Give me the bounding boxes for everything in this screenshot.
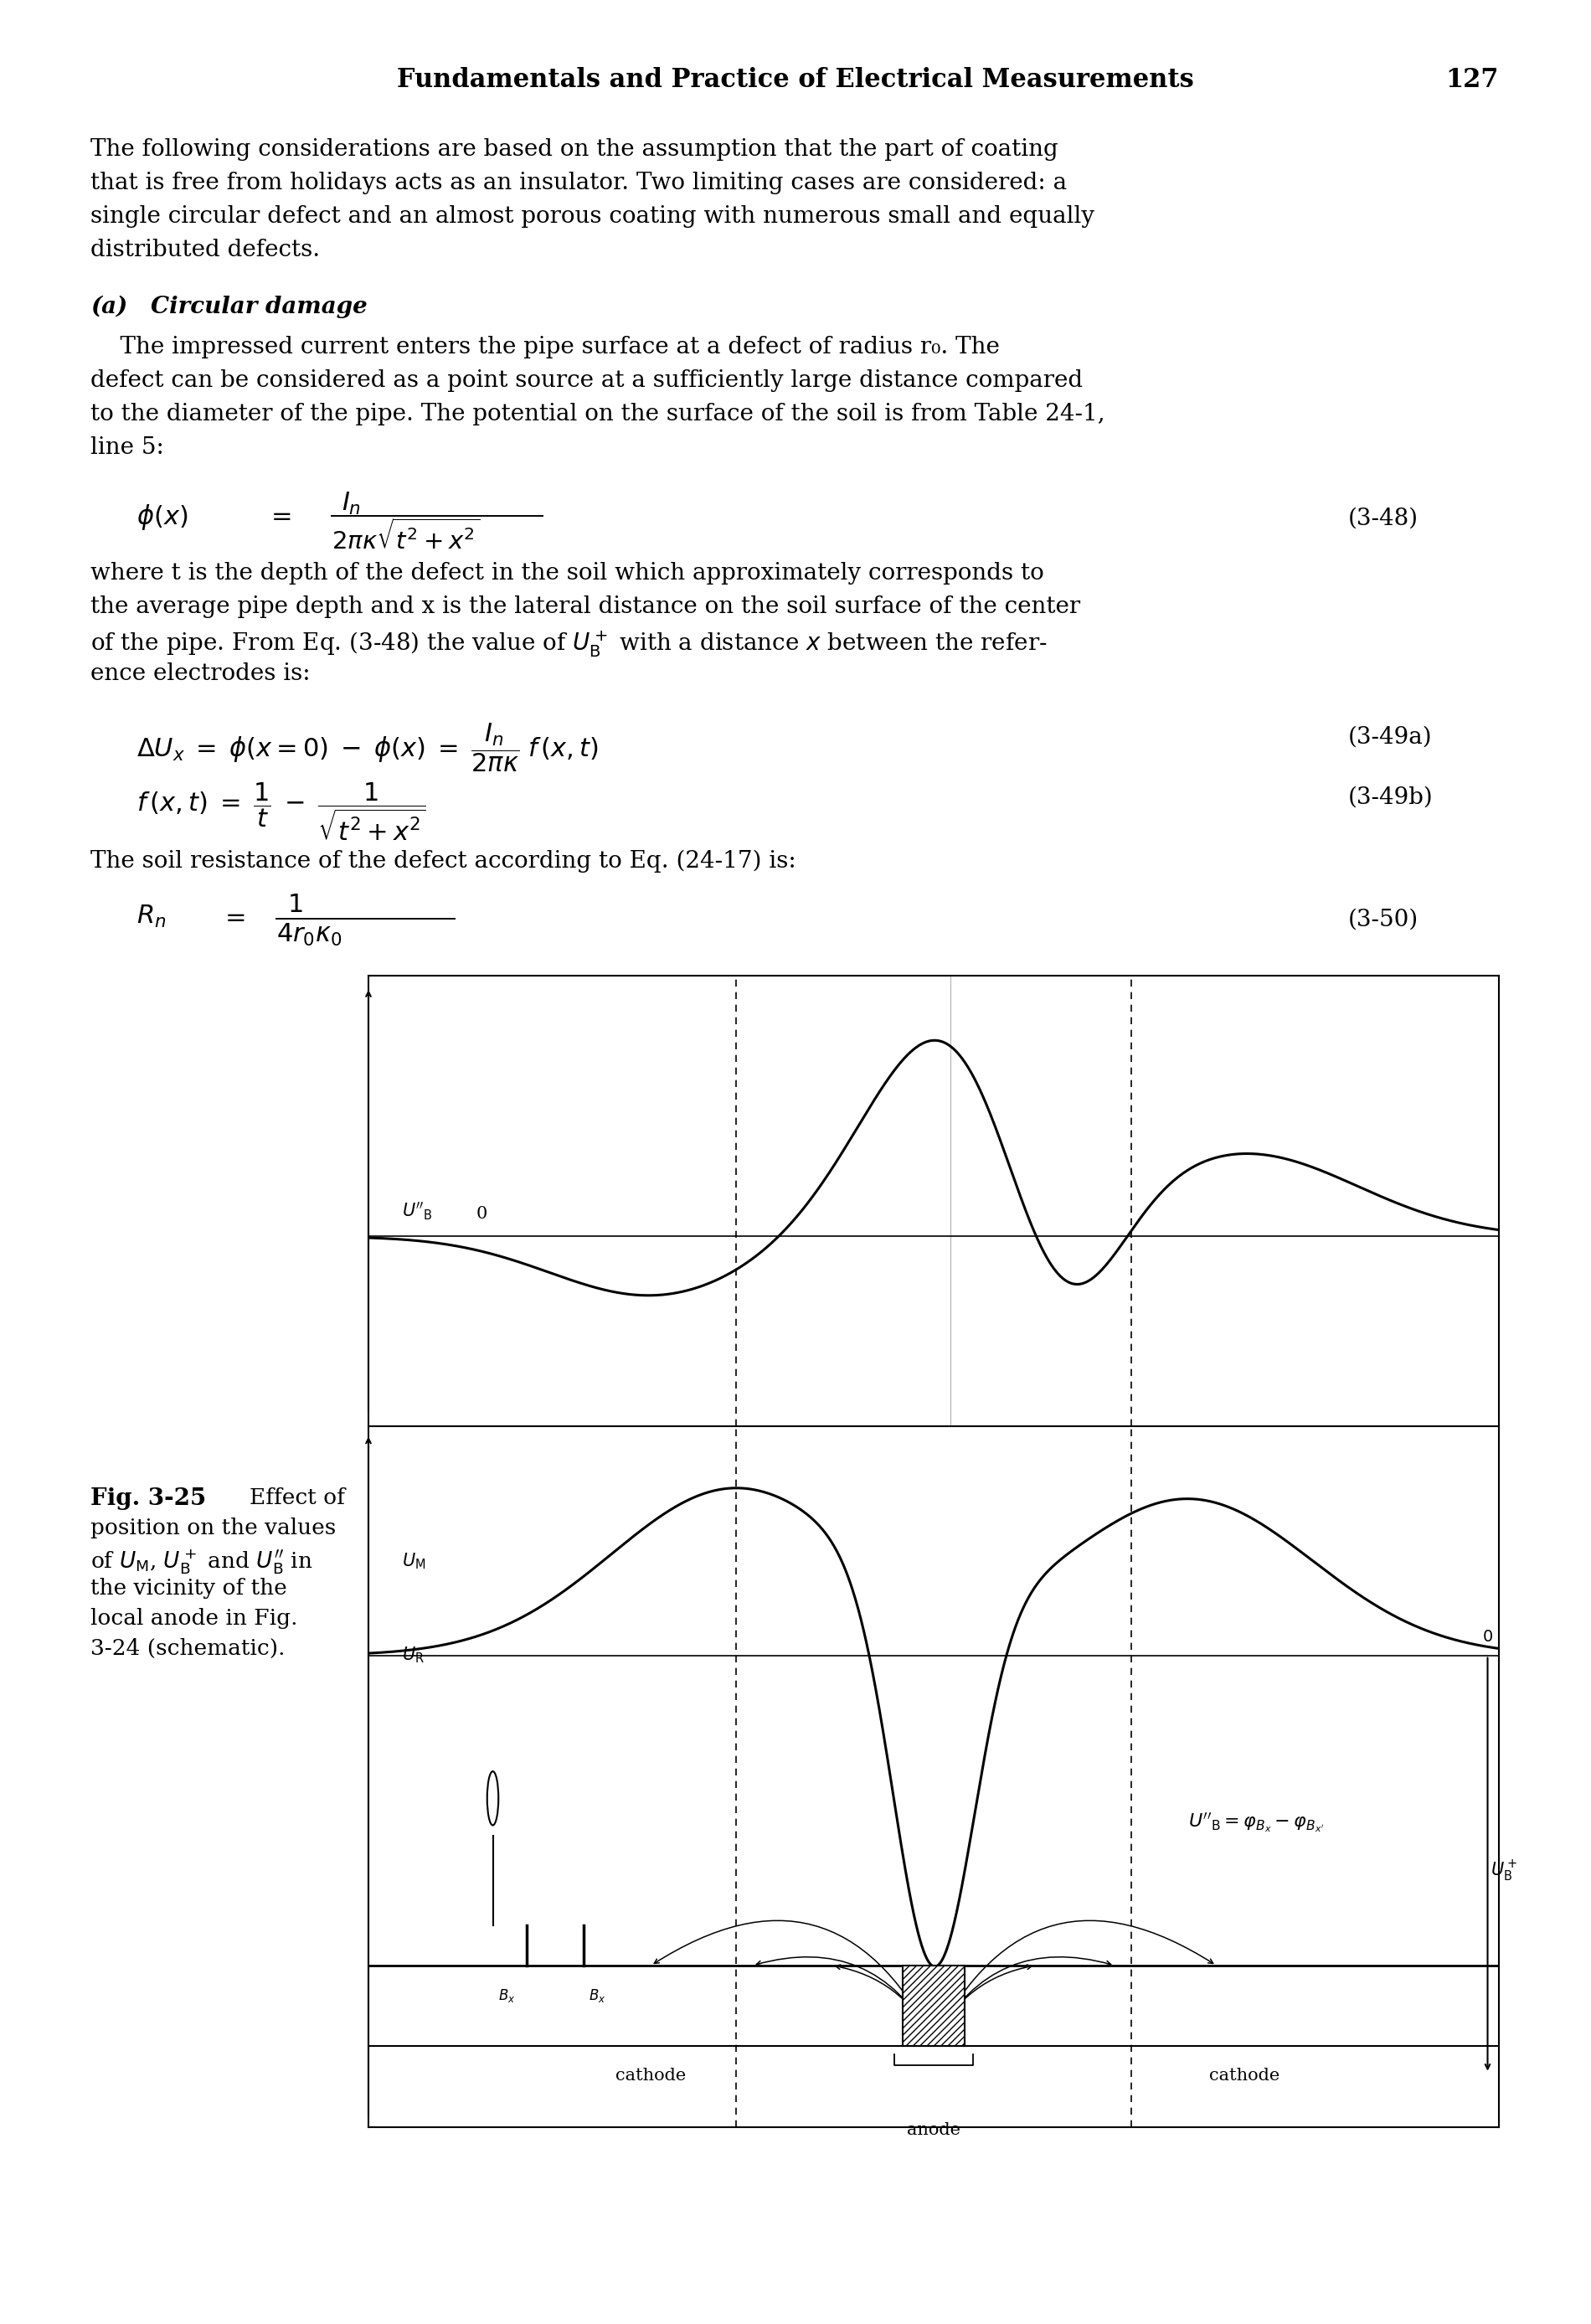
Text: $U_\mathrm{B}^+$: $U_\mathrm{B}^+$ <box>1491 1859 1518 1882</box>
Text: $f\,(x,t) \;=\; \dfrac{1}{t} \;-\; \dfrac{1}{\sqrt{t^2+x^2}}$: $f\,(x,t) \;=\; \dfrac{1}{t} \;-\; \dfra… <box>137 781 426 844</box>
Text: cathode: cathode <box>616 2068 686 2085</box>
Text: where t is the depth of the defect in the soil which approximately corresponds t: where t is the depth of the defect in th… <box>91 562 1044 586</box>
Text: $I_n$: $I_n$ <box>342 490 361 516</box>
Text: of the pipe. From Eq. (3-48) the value of $U_\mathrm{B}^+$ with a distance $x$ b: of the pipe. From Eq. (3-48) the value o… <box>91 630 1047 660</box>
Text: 0: 0 <box>476 1206 487 1222</box>
Text: $U''_\mathrm{B}=\varphi_{B_x}-\varphi_{B_{x'}}$: $U''_\mathrm{B}=\varphi_{B_x}-\varphi_{B… <box>1188 1810 1324 1834</box>
Text: (a): (a) <box>91 295 127 318</box>
Text: Fig. 3-25: Fig. 3-25 <box>91 1487 207 1511</box>
Text: local anode in Fig.: local anode in Fig. <box>91 1608 298 1629</box>
Text: (3-48): (3-48) <box>1348 507 1419 530</box>
Text: line 5:: line 5: <box>91 437 164 458</box>
Text: the vicinity of the: the vicinity of the <box>91 1578 286 1599</box>
Text: $B_x$: $B_x$ <box>498 1987 515 2003</box>
Text: $B_x$: $B_x$ <box>589 1987 606 2003</box>
Text: $\phi(x)$: $\phi(x)$ <box>137 502 188 532</box>
Text: $4r_0\kappa_0$: $4r_0\kappa_0$ <box>277 923 342 948</box>
Text: $U_\mathrm{M}$: $U_\mathrm{M}$ <box>403 1550 426 1571</box>
Text: the average pipe depth and x is the lateral distance on the soil surface of the : the average pipe depth and x is the late… <box>91 595 1080 618</box>
Text: Effect of: Effect of <box>250 1487 345 1508</box>
Text: (3-50): (3-50) <box>1348 909 1419 932</box>
Bar <box>902 1966 964 2047</box>
Text: Circular damage: Circular damage <box>151 295 368 318</box>
Text: $U''_\mathrm{B}$: $U''_\mathrm{B}$ <box>403 1202 433 1222</box>
Text: $U_\mathrm{R}$: $U_\mathrm{R}$ <box>403 1645 425 1666</box>
Text: 3-24 (schematic).: 3-24 (schematic). <box>91 1638 285 1659</box>
Text: 127: 127 <box>1446 67 1499 93</box>
Text: $=$: $=$ <box>220 904 245 930</box>
Text: The soil resistance of the defect according to Eq. (24-17) is:: The soil resistance of the defect accord… <box>91 851 796 874</box>
Text: (3-49a): (3-49a) <box>1348 725 1432 748</box>
Text: $1$: $1$ <box>288 892 302 918</box>
Text: ence electrodes is:: ence electrodes is: <box>91 662 310 686</box>
Text: of $U_\mathrm{M}$, $U_\mathrm{B}^+$ and $U_\mathrm{B}''$ in: of $U_\mathrm{M}$, $U_\mathrm{B}^+$ and … <box>91 1548 313 1576</box>
Text: anode: anode <box>907 2122 961 2138</box>
Text: $0$: $0$ <box>1481 1629 1492 1645</box>
Text: Fundamentals and Practice of Electrical Measurements: Fundamentals and Practice of Electrical … <box>398 67 1193 93</box>
Text: single circular defect and an almost porous coating with numerous small and equa: single circular defect and an almost por… <box>91 205 1095 228</box>
Text: distributed defects.: distributed defects. <box>91 239 320 260</box>
Text: $2\pi\kappa\sqrt{t^2+x^2}$: $2\pi\kappa\sqrt{t^2+x^2}$ <box>331 518 480 553</box>
Text: $=$: $=$ <box>266 502 291 528</box>
Text: The following considerations are based on the assumption that the part of coatin: The following considerations are based o… <box>91 137 1058 160</box>
Text: cathode: cathode <box>1209 2068 1279 2085</box>
Text: The impressed current enters the pipe surface at a defect of radius r₀. The: The impressed current enters the pipe su… <box>91 337 999 358</box>
Text: that is free from holidays acts as an insulator. Two limiting cases are consider: that is free from holidays acts as an in… <box>91 172 1068 195</box>
Text: position on the values: position on the values <box>91 1518 336 1538</box>
Text: $\Delta U_x \;=\; \phi(x=0) \;-\; \phi(x) \;=\; \dfrac{I_n}{2\pi\kappa}\; f\,(x,: $\Delta U_x \;=\; \phi(x=0) \;-\; \phi(x… <box>137 720 598 774</box>
Text: defect can be considered as a point source at a sufficiently large distance comp: defect can be considered as a point sour… <box>91 370 1083 393</box>
Text: $R_n$: $R_n$ <box>137 904 165 930</box>
Text: (3-49b): (3-49b) <box>1348 786 1433 809</box>
Text: to the diameter of the pipe. The potential on the surface of the soil is from Ta: to the diameter of the pipe. The potenti… <box>91 402 1106 425</box>
